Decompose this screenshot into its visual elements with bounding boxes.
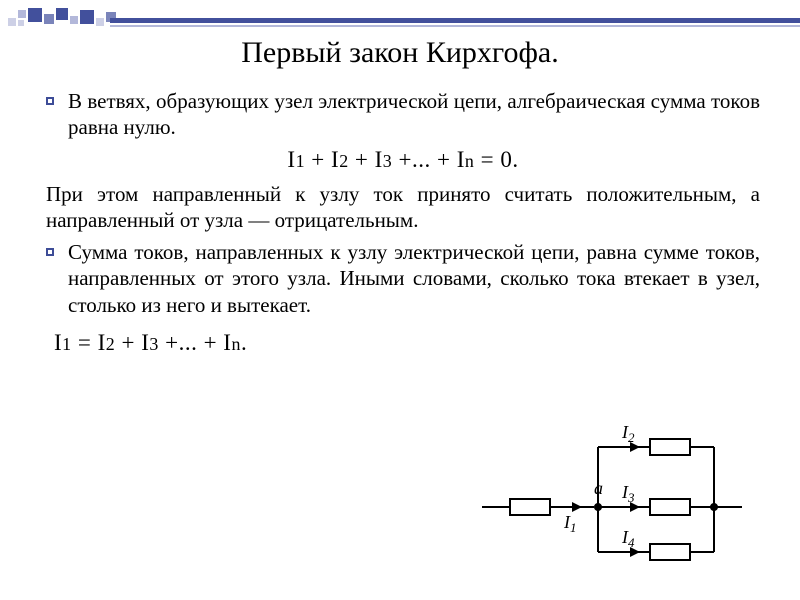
slide: Первый закон Кирхгофа. В ветвях, образую… (0, 0, 800, 600)
current-label-i1: I1 (563, 512, 577, 535)
bullet-marker-icon (46, 97, 54, 105)
formula-1: I1 + I2 + I3 +... + In = 0. (46, 147, 760, 173)
current-label-i2: I2 (621, 422, 635, 445)
decor-bar (110, 18, 800, 23)
bullet-item-1: В ветвях, образующих узел электрической … (46, 88, 760, 141)
header-decoration (0, 0, 800, 28)
formula-2: I1 = I2 + I3 +... + In. (54, 330, 760, 356)
paragraph-2: При этом направленный к узлу ток принято… (46, 181, 760, 234)
node-label: a (594, 478, 603, 498)
bullet-text-1: В ветвях, образующих узел электрической … (68, 88, 760, 141)
bullet-item-2: Сумма токов, направленных к узлу электри… (46, 239, 760, 318)
slide-title: Первый закон Кирхгофа. (0, 36, 800, 70)
slide-body: В ветвях, образующих узел электрической … (46, 88, 760, 356)
circuit-diagram: a I1 I2 I3 I4 (482, 412, 742, 562)
current-label-i4: I4 (621, 527, 635, 550)
bullet-text-2: Сумма токов, направленных к узлу электри… (68, 239, 760, 318)
current-label-i3: I3 (621, 482, 635, 505)
bullet-marker-icon (46, 248, 54, 256)
decor-bar-light (110, 25, 800, 27)
